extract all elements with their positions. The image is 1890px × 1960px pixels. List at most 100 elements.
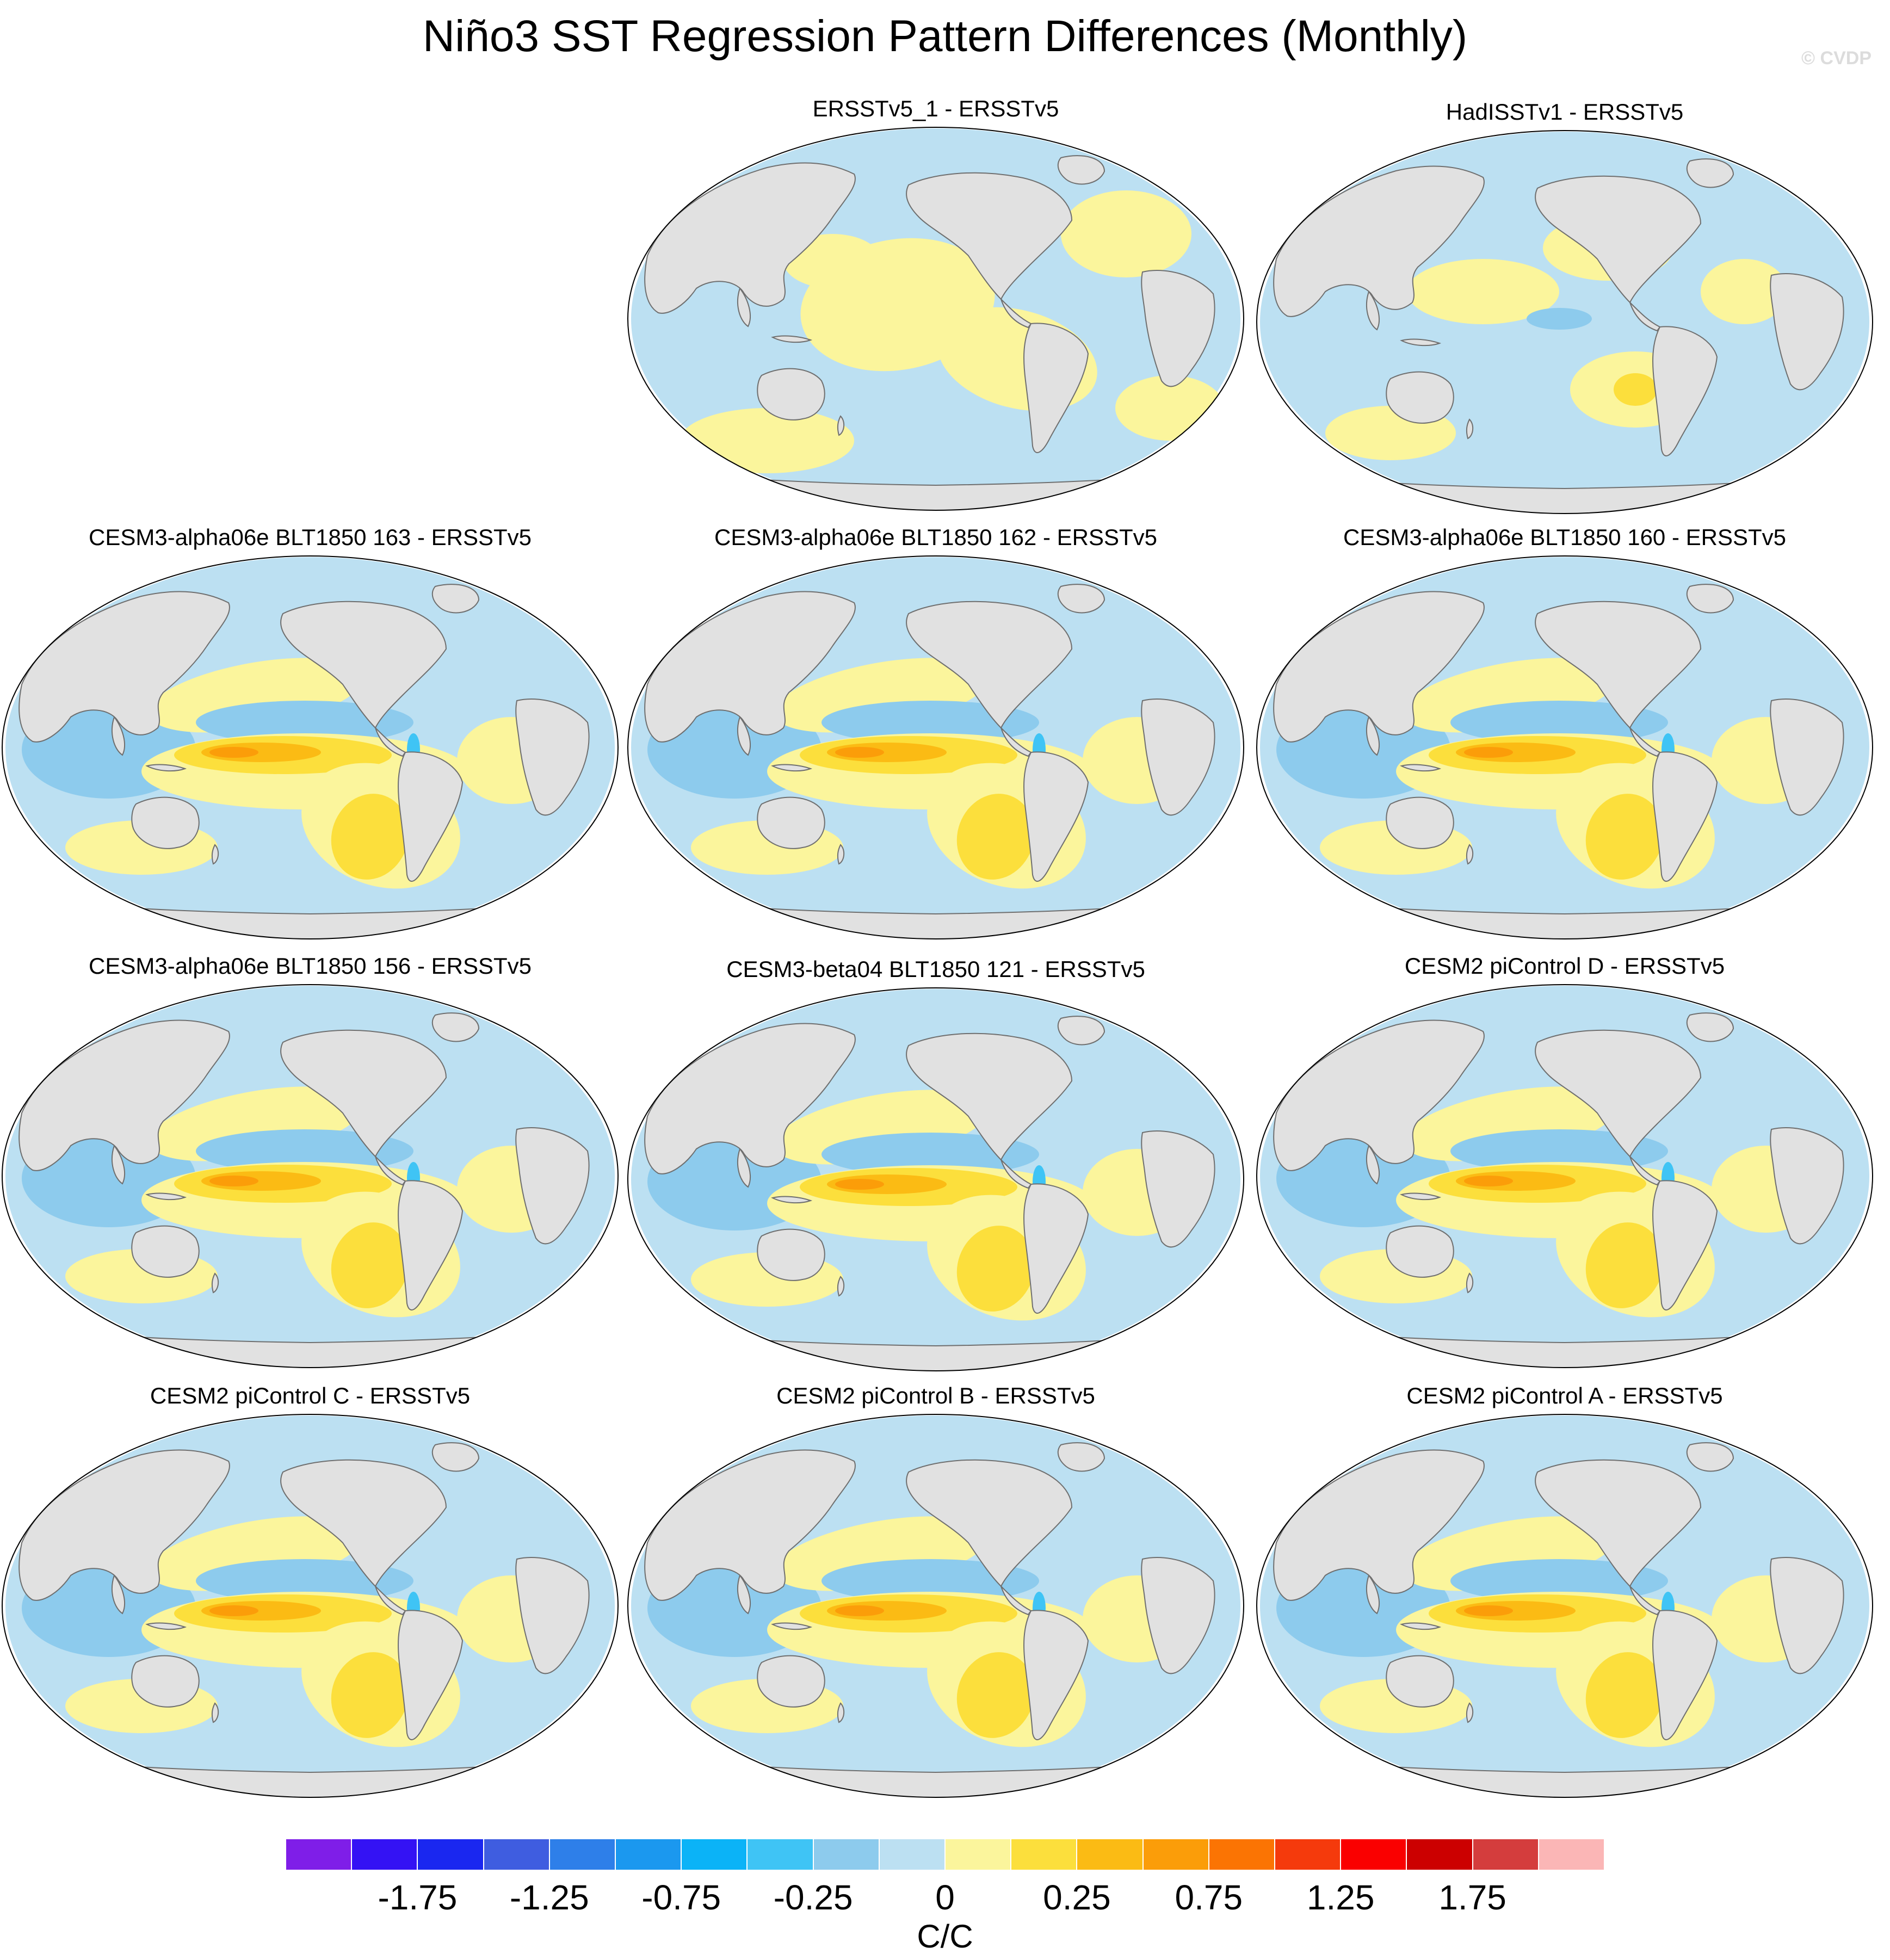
regression-map xyxy=(1256,130,1873,514)
sst-anomaly-region xyxy=(783,234,881,288)
map-panel: CESM3-alpha06e BLT1850 163 - ERSSTv5 xyxy=(0,522,620,941)
land-mass xyxy=(1366,1144,1380,1185)
colorbar-units: C/C xyxy=(917,1918,973,1955)
colorbar-box xyxy=(615,1839,682,1870)
land-mass xyxy=(1400,1192,1442,1201)
map-panel: CESM3-alpha06e BLT1850 162 - ERSSTv5 xyxy=(626,522,1246,941)
panel-title: CESM3-alpha06e BLT1850 156 - ERSSTv5 xyxy=(89,953,532,979)
sst-difference-field xyxy=(628,128,1244,510)
colorbar-box xyxy=(286,1839,352,1870)
land-mass xyxy=(771,335,813,343)
sst-anomaly-region xyxy=(822,701,1039,744)
map-panel: CESM3-alpha06e BLT1850 160 - ERSSTv5 xyxy=(1255,522,1875,941)
land-mass xyxy=(1386,796,1454,849)
land-mass xyxy=(1400,1622,1442,1630)
land-mass xyxy=(1652,751,1718,882)
land-mass xyxy=(211,1702,219,1723)
land-mass xyxy=(906,1459,1073,1587)
panel-title: HadISSTv1 - ERSSTv5 xyxy=(1446,99,1684,125)
regression-map xyxy=(2,984,619,1368)
panel-title: CESM2 piControl D - ERSSTv5 xyxy=(1404,953,1725,979)
land-mass xyxy=(737,287,751,327)
sst-anomaly-region xyxy=(835,747,884,758)
land-mass xyxy=(1386,1225,1454,1278)
map-panel: ERSSTv5_1 - ERSSTv5 xyxy=(626,94,1246,512)
land-mass xyxy=(1686,1012,1734,1042)
land-mass xyxy=(398,1180,464,1310)
land-mass xyxy=(1535,601,1702,729)
sst-difference-field xyxy=(628,1415,1244,1797)
land-mass xyxy=(131,1655,200,1708)
land-mass xyxy=(1770,273,1844,391)
colorbar xyxy=(286,1839,1604,1874)
land-mass xyxy=(644,591,856,743)
land-mass xyxy=(771,764,813,772)
regression-map xyxy=(2,1414,619,1798)
land-mass xyxy=(644,1449,856,1601)
sst-anomaly-region xyxy=(1585,1222,1664,1308)
land-mass xyxy=(1057,1016,1105,1046)
map-panel: CESM2 piControl A - ERSSTv5 xyxy=(1255,1381,1875,1800)
land-mass xyxy=(837,1276,845,1297)
regression-map xyxy=(627,555,1244,939)
land-mass xyxy=(906,1032,1073,1161)
land-mass xyxy=(398,751,464,882)
land-mass xyxy=(1770,1557,1844,1674)
land-mass xyxy=(737,1147,751,1188)
colorbar-box xyxy=(1472,1839,1539,1870)
land-mass xyxy=(111,1144,125,1185)
land-mass xyxy=(211,844,219,865)
land-mass xyxy=(1400,764,1442,772)
colorbar-tick-label: -1.25 xyxy=(509,1878,589,1917)
land-mass xyxy=(771,1196,813,1204)
sst-anomaly-region xyxy=(822,1559,1039,1603)
sst-anomaly-region xyxy=(1585,794,1664,880)
colorbar-tick-label: 0.75 xyxy=(1175,1878,1243,1917)
colorbar-box xyxy=(1538,1839,1604,1870)
land-mass xyxy=(1466,844,1474,865)
sst-anomaly-region xyxy=(1527,308,1592,330)
map-panel: CESM3-alpha06e BLT1850 156 - ERSSTv5 xyxy=(0,951,620,1370)
land-mass xyxy=(757,368,825,421)
sst-anomaly-region xyxy=(196,701,413,744)
sst-anomaly-region xyxy=(1450,1129,1668,1173)
regression-map xyxy=(1256,555,1873,939)
land-mass xyxy=(837,844,845,865)
sst-anomaly-region xyxy=(835,1605,884,1616)
land-mass xyxy=(1273,1019,1485,1171)
regression-map xyxy=(2,555,619,939)
sst-anomaly-region xyxy=(209,1605,258,1616)
sst-difference-field xyxy=(2,986,618,1368)
sst-anomaly-region xyxy=(1464,1605,1513,1616)
sst-anomaly-region xyxy=(822,1133,1039,1176)
land-mass xyxy=(757,1655,825,1708)
land-mass xyxy=(737,715,751,756)
colorbar-box xyxy=(417,1839,484,1870)
map-border xyxy=(2,984,619,1368)
sst-anomaly-region xyxy=(196,1559,413,1603)
panel-title: CESM2 piControl C - ERSSTv5 xyxy=(150,1383,471,1408)
map-border xyxy=(2,555,619,939)
colorbar-box xyxy=(549,1839,615,1870)
panel-title: CESM2 piControl A - ERSSTv5 xyxy=(1406,1383,1723,1408)
land-mass xyxy=(1652,1610,1718,1740)
map-panel: CESM2 piControl C - ERSSTv5 xyxy=(0,1381,620,1800)
land-mass xyxy=(1023,323,1089,453)
colorbar-box xyxy=(351,1839,418,1870)
land-mass xyxy=(280,1459,447,1587)
panel-title: CESM2 piControl B - ERSSTv5 xyxy=(776,1383,1095,1408)
colorbar-tick-label: -1.75 xyxy=(378,1878,458,1917)
land-mass xyxy=(1141,1130,1215,1248)
land-mass xyxy=(1057,1442,1105,1472)
land-mass xyxy=(111,1574,125,1615)
land-mass xyxy=(145,764,187,772)
land-mass xyxy=(431,1012,480,1042)
land-mass xyxy=(837,415,845,436)
colorbar-tick-label: -0.25 xyxy=(773,1878,853,1917)
map-border xyxy=(627,127,1244,511)
colorbar-box xyxy=(1011,1839,1077,1870)
map-panel: CESM2 piControl B - ERSSTv5 xyxy=(626,1381,1246,1800)
panel-title: CESM3-beta04 BLT1850 121 - ERSSTv5 xyxy=(726,956,1145,982)
land-mass xyxy=(1141,270,1215,387)
land-mass xyxy=(398,1610,464,1740)
